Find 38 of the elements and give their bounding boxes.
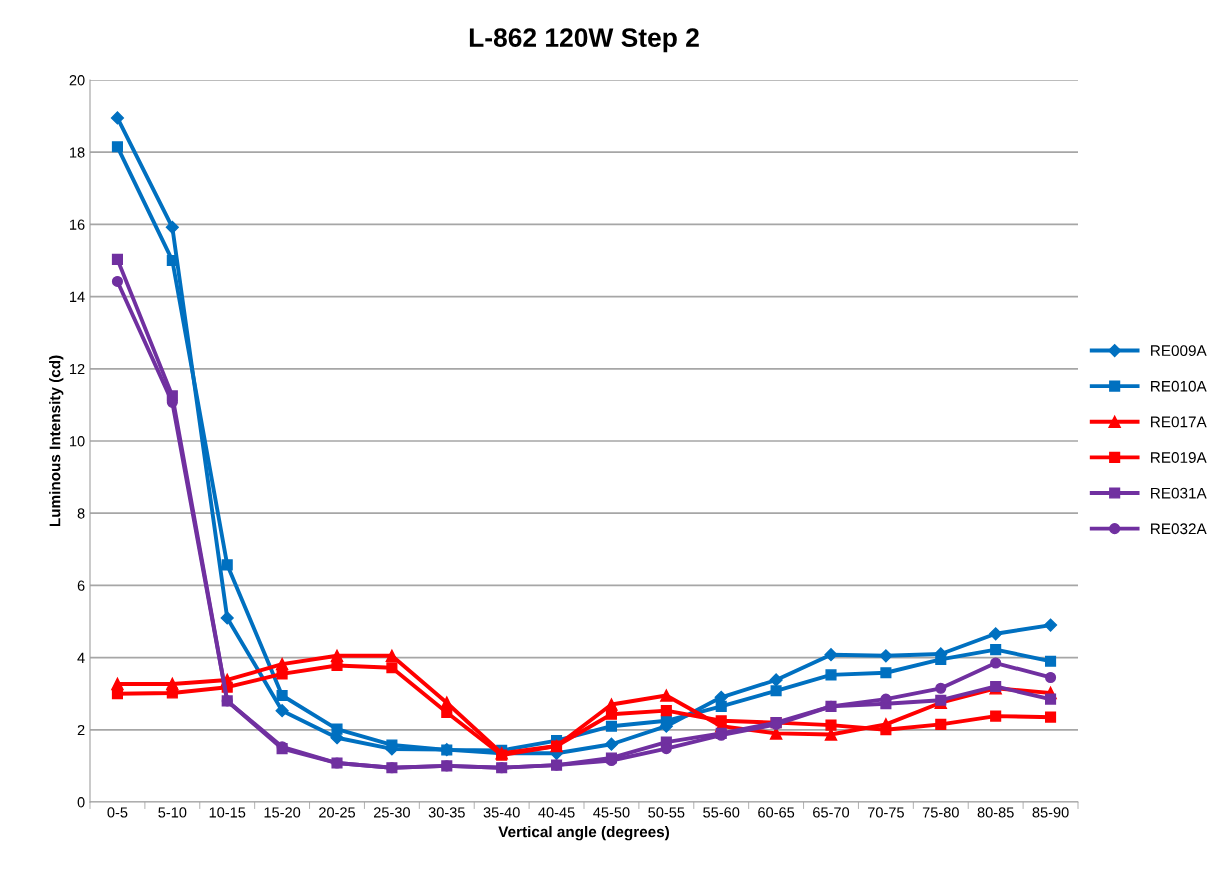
x-tick-label: 80-85 xyxy=(977,807,1014,818)
x-tick-label: 25-30 xyxy=(373,807,410,818)
y-tick-label: 14 xyxy=(70,291,85,302)
y-tick-label: 2 xyxy=(77,724,85,736)
legend-label: RE009A xyxy=(1151,345,1207,357)
x-tick-label: 75-80 xyxy=(922,807,959,818)
x-tick-label: 45-50 xyxy=(593,807,630,818)
x-tick-label: 15-20 xyxy=(264,807,301,818)
y-tick-label: 4 xyxy=(77,652,85,663)
legend-label: RE017A xyxy=(1151,416,1207,428)
x-tick-label: 70-75 xyxy=(867,807,904,818)
y-tick-label: 16 xyxy=(70,219,85,230)
y-tick-label: 0 xyxy=(77,797,85,808)
legend-label: RE010A xyxy=(1151,380,1207,392)
legend-label: RE031A xyxy=(1151,487,1207,499)
y-tick-label: 8 xyxy=(77,508,85,519)
x-tick-label: 30-35 xyxy=(428,807,465,818)
x-axis-title: Vertical angle (degrees) xyxy=(498,826,670,841)
x-tick-label: 40-45 xyxy=(538,807,575,818)
x-tick-label: 10-15 xyxy=(209,807,246,818)
x-tick-label: 60-65 xyxy=(758,807,795,818)
legend-label: RE019A xyxy=(1151,452,1207,463)
x-tick-label: 20-25 xyxy=(319,807,356,818)
x-tick-label: 35-40 xyxy=(483,807,520,818)
y-tick-label: 12 xyxy=(70,363,85,375)
x-tick-label: 0-5 xyxy=(107,807,128,818)
y-axis-title: Luminous Intensity (cd) xyxy=(49,355,64,527)
y-tick-label: 20 xyxy=(69,75,85,86)
x-tick-label: 5-10 xyxy=(158,807,187,818)
legend-label: RE032A xyxy=(1151,523,1207,535)
chart-title: L-862 120W Step 2 xyxy=(469,28,699,53)
y-tick-label: 18 xyxy=(70,147,85,158)
y-tick-label: 10 xyxy=(70,436,85,447)
x-tick-label: 65-70 xyxy=(813,807,850,818)
x-tick-label: 55-60 xyxy=(703,807,740,818)
x-tick-label: 50-55 xyxy=(648,807,685,818)
y-tick-label: 6 xyxy=(77,580,85,591)
x-tick-label: 85-90 xyxy=(1032,807,1069,818)
